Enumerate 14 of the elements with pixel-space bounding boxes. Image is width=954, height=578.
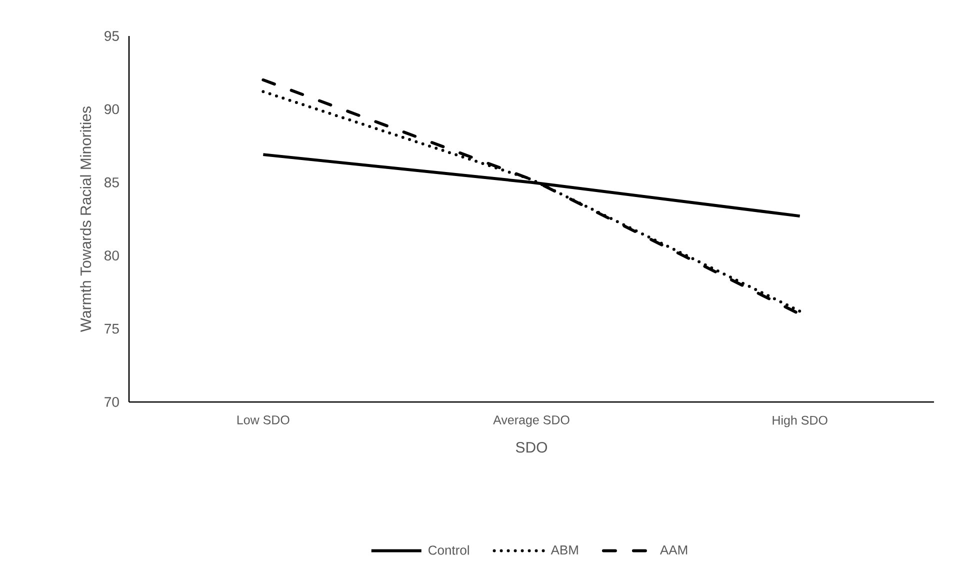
legend-label: Control — [428, 545, 469, 555]
y-tick-label: 70 — [104, 397, 119, 407]
x-tick-label: Low SDO — [237, 416, 290, 424]
y-tick-label: 75 — [104, 324, 119, 334]
legend-label: AAM — [660, 545, 688, 554]
y-tick-label: 90 — [104, 104, 119, 114]
legend-label: ABM — [550, 545, 578, 554]
x-axis-title: SDO — [516, 442, 548, 453]
x-tick-label: Average SDO — [493, 416, 570, 427]
y-tick-label: 85 — [104, 177, 119, 188]
y-tick-label: 80 — [104, 250, 119, 261]
x-tick-label: High SDO — [772, 416, 828, 428]
y-tick-label: 95 — [104, 31, 119, 41]
y-axis-title: Warmth Towards Racial Minorities — [80, 106, 92, 332]
